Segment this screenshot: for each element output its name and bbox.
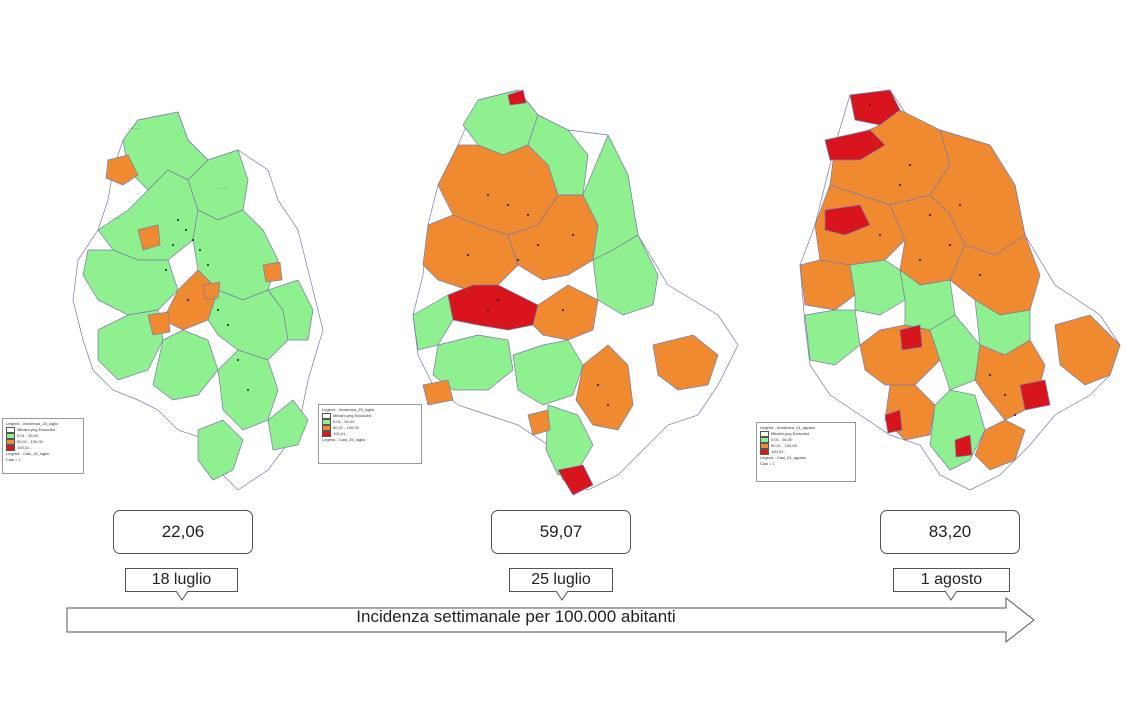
timeline-label: Incidenza settimanale per 100.000 abitan… [356, 607, 676, 626]
umbria-map-2 [412, 89, 739, 495]
legend-footer: Legend - Casi_25_luglio [322, 437, 366, 442]
umbria-map-3 [799, 89, 1121, 491]
date-label-25-luglio: 25 luglio [509, 568, 613, 592]
date-label-18-luglio: 18 luglio [125, 568, 238, 592]
value-box-18-luglio: 22,06 [113, 510, 253, 554]
case-dots [869, 104, 1016, 416]
legend-25-luglio: Legend - Incidenza_25_luglio Mitoshi.png… [318, 404, 422, 464]
legend-footer: Legend - Casi_18_luglio [6, 451, 50, 456]
value-box-1-agosto: 83,20 [880, 510, 1020, 554]
map-25-luglio [398, 85, 748, 495]
legend-18-luglio: Legend - Incidenza_18_luglio Mitoshi.png… [2, 418, 84, 474]
callout-pointer-25-luglio [555, 591, 569, 601]
legend-footer: Legend - Casi_01_agosto [760, 455, 806, 460]
callout-pointer-1-agosto [944, 591, 958, 601]
legend-1-agosto: Legend - Incidenza_01_agosto Mitoshi.png… [756, 422, 856, 482]
legend-title: Legend - Incidenza_25_luglio [322, 407, 375, 412]
value-box-25-luglio: 59,07 [491, 510, 631, 554]
case-dots [467, 194, 609, 406]
umbria-map-1: ·························· [72, 111, 324, 490]
timeline-arrow [66, 596, 1035, 644]
date-label-1-agosto: 1 agosto [893, 568, 1010, 592]
callout-pointer-18-luglio [175, 591, 189, 601]
svg-text:·······: ······· [218, 186, 227, 191]
map-18-luglio: ········· ······· ·········· [68, 100, 328, 490]
legend-title: Legend - Incidenza_18_luglio [6, 421, 59, 426]
case-dots [165, 219, 249, 391]
svg-text:·········: ········· [128, 126, 140, 131]
map-1-agosto [790, 85, 1130, 495]
svg-text:··········: ·········· [108, 216, 121, 221]
legend-title: Legend - Incidenza_01_agosto [760, 425, 815, 430]
